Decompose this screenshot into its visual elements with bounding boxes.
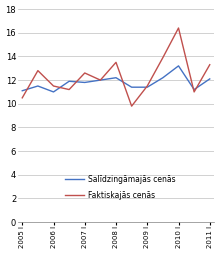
- Faktiskajās cenās: [177, 26, 180, 29]
- Salīdzingāmajās cenās: [21, 89, 24, 92]
- Faktiskajās cenās: [21, 96, 24, 99]
- Faktiskajās cenās: [130, 105, 133, 108]
- Faktiskajās cenās: [83, 71, 86, 74]
- Salīdzingāmajās cenās: [146, 86, 149, 89]
- Faktiskajās cenās: [115, 61, 117, 64]
- Salīdzingāmajās cenās: [130, 86, 133, 89]
- Salīdzingāmajās cenās: [99, 78, 102, 82]
- Salīdzingāmajās cenās: [193, 88, 195, 91]
- Line: Salīdzingāmajās cenās: Salīdzingāmajās cenās: [22, 66, 210, 92]
- Faktiskajās cenās: [193, 90, 195, 93]
- Faktiskajās cenās: [68, 88, 70, 91]
- Faktiskajās cenās: [146, 85, 149, 88]
- Salīdzingāmajās cenās: [52, 90, 55, 93]
- Line: Faktiskajās cenās: Faktiskajās cenās: [22, 28, 210, 106]
- Legend: Salīdzingāmajās cenās, Faktiskajās cenās: Salīdzingāmajās cenās, Faktiskajās cenās: [63, 173, 177, 201]
- Faktiskajās cenās: [99, 78, 102, 82]
- Salīdzingāmajās cenās: [208, 77, 211, 81]
- Faktiskajās cenās: [161, 56, 164, 59]
- Salīdzingāmajās cenās: [177, 64, 180, 67]
- Salīdzingāmajās cenās: [83, 81, 86, 84]
- Faktiskajās cenās: [52, 85, 55, 88]
- Salīdzingāmajās cenās: [115, 76, 117, 79]
- Salīdzingāmajās cenās: [161, 76, 164, 79]
- Faktiskajās cenās: [208, 63, 211, 66]
- Faktiskajās cenās: [37, 69, 39, 72]
- Salīdzingāmajās cenās: [37, 85, 39, 88]
- Salīdzingāmajās cenās: [68, 80, 70, 83]
